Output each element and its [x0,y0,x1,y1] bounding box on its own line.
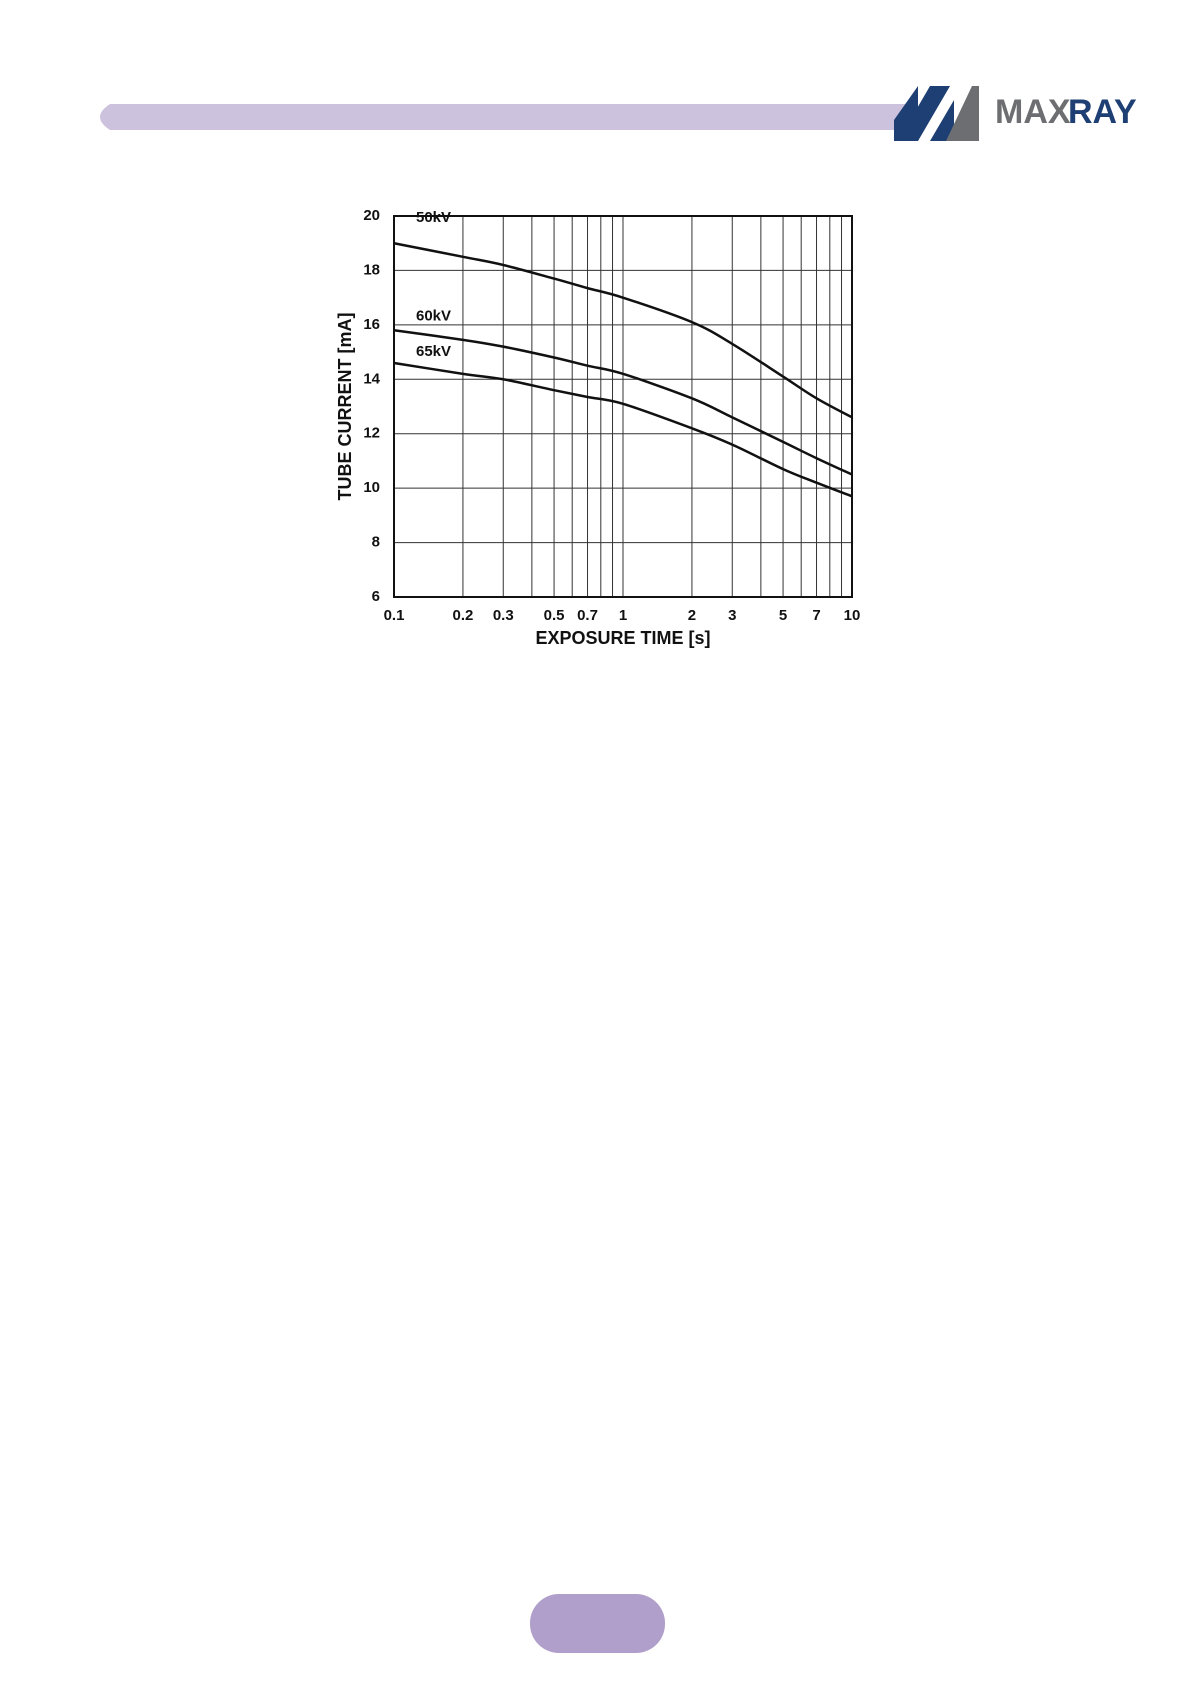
y-tick-label: 18 [363,261,380,278]
series-line [393,361,853,498]
logo-text: RAY [1068,93,1137,131]
x-tick-label: 3 [728,607,736,624]
x-tick-label: 1 [619,607,627,624]
plot-frame [393,215,853,598]
y-axis-label: TUBE CURRENT [mA] [335,313,355,501]
logo: MAX RAY [894,86,1137,141]
x-tick-label: 0.5 [544,607,565,624]
x-tick-label: 10 [844,607,861,624]
y-tick-label: 8 [372,534,380,551]
x-tick-label: 0.7 [577,607,598,624]
series-label: 50kV [416,209,451,226]
x-tick-label: 0.1 [384,607,405,624]
header-bar [100,104,905,130]
y-tick-label: 16 [363,316,380,333]
x-tick-label: 0.3 [493,607,514,624]
series-line [393,241,853,419]
x-tick-label: 5 [779,607,787,624]
page-number-pill [530,1594,665,1653]
y-tick-label: 10 [363,479,380,496]
x-tick-label: 0.2 [453,607,474,624]
x-tick-label: 2 [688,607,696,624]
logo-shape [946,86,979,141]
y-tick-label: 12 [363,425,380,442]
logo-text: MAX [995,93,1071,131]
x-tick-label: 7 [812,607,820,624]
logo-shape [898,86,950,141]
series-line [393,329,853,476]
y-tick-label: 14 [363,370,380,387]
y-tick-label: 20 [363,207,380,224]
series-label: 65kV [416,343,451,360]
series-label: 60kV [416,307,451,324]
logo-shape [930,100,954,141]
y-tick-label: 6 [372,588,380,605]
x-axis-label: EXPOSURE TIME [s] [535,628,710,648]
